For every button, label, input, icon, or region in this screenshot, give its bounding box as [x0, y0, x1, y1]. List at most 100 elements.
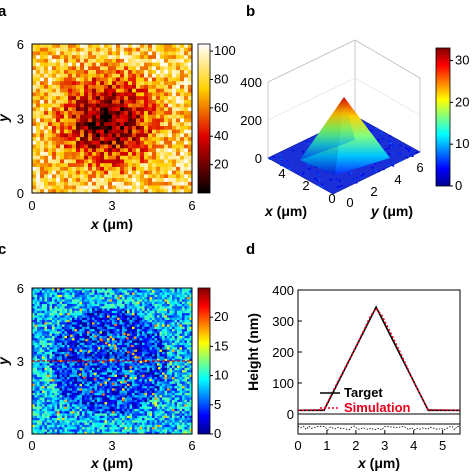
- heatmap-cell: [139, 349, 143, 353]
- heatmap-cell: [116, 152, 121, 157]
- colorbar-tick-label: 20: [214, 157, 228, 172]
- heatmap-cell: [72, 338, 75, 341]
- heatmap-cell: [42, 365, 45, 369]
- surface-noise: [385, 148, 388, 150]
- heatmap-cell: [59, 288, 63, 291]
- heatmap-cell: [164, 99, 169, 104]
- heatmap-cell: [60, 159, 65, 164]
- heatmap-cell: [56, 62, 61, 67]
- heatmap-cell: [132, 189, 137, 194]
- heatmap-cell: [32, 288, 35, 291]
- heatmap-cell: [59, 424, 63, 428]
- heatmap-cell: [84, 84, 89, 89]
- heatmap-cell: [114, 313, 118, 316]
- heatmap-cell: [94, 294, 98, 298]
- heatmap-cell: [32, 62, 37, 67]
- heatmap-cell: [112, 395, 115, 398]
- heatmap-cell: [40, 103, 45, 108]
- heatmap-cell: [142, 372, 145, 375]
- heatmap-cell: [64, 365, 68, 369]
- heatmap-cell: [89, 406, 93, 410]
- heatmap-cell: [144, 383, 148, 387]
- heatmap-cell: [39, 370, 43, 373]
- heatmap-cell: [124, 70, 129, 75]
- heatmap-cell: [67, 324, 70, 328]
- heatmap-cell: [52, 424, 55, 428]
- heatmap-cell: [149, 319, 153, 323]
- heatmap-cell: [127, 422, 130, 426]
- heatmap-cell: [148, 129, 153, 134]
- heatmap-cell: [84, 345, 88, 348]
- heatmap-cell: [102, 340, 105, 344]
- heatmap-cell: [102, 427, 105, 430]
- heatmap-cell: [132, 406, 135, 410]
- heatmap-cell: [152, 88, 157, 93]
- heatmap-cell: [164, 62, 169, 67]
- heatmap-cell: [94, 374, 98, 378]
- surface-noise: [316, 179, 319, 182]
- heatmap-cell: [114, 422, 118, 426]
- heatmap-cell: [108, 96, 113, 101]
- heatmap-cell: [69, 397, 73, 401]
- heatmap-cell: [128, 152, 133, 157]
- heatmap-cell: [142, 358, 145, 362]
- heatmap-cell: [144, 118, 149, 123]
- heatmap-cell: [67, 333, 70, 337]
- heatmap-cell: [176, 159, 181, 164]
- heatmap-cell: [52, 402, 55, 405]
- heatmap-cell: [72, 292, 75, 296]
- heatmap-cell: [34, 324, 38, 328]
- heatmap-cell: [144, 402, 148, 405]
- heatmap-cell: [139, 288, 143, 291]
- heatmap-cell: [48, 77, 53, 82]
- heatmap-cell: [77, 363, 80, 366]
- heatmap-cell: [180, 152, 185, 157]
- heatmap-cell: [57, 402, 60, 405]
- heatmap-cell: [76, 103, 81, 108]
- heatmap-cell: [117, 376, 120, 380]
- heatmap-cell: [94, 383, 98, 387]
- heatmap-cell: [64, 303, 68, 307]
- heatmap-cell: [120, 174, 125, 179]
- heatmap-cell: [72, 347, 75, 350]
- heatmap-cell: [114, 301, 118, 305]
- heatmap-cell: [88, 144, 93, 149]
- heatmap-cell: [92, 376, 95, 380]
- heatmap-cell: [92, 395, 95, 398]
- heatmap-cell: [36, 129, 41, 134]
- heatmap-cell: [89, 372, 93, 375]
- heatmap-cell: [180, 111, 185, 116]
- heatmap-cell: [72, 370, 75, 373]
- heatmap-cell: [127, 301, 130, 305]
- heatmap-cell: [92, 103, 97, 108]
- heatmap-cell: [172, 159, 177, 164]
- heatmap-cell: [76, 125, 81, 130]
- heatmap-cell: [147, 406, 150, 410]
- heatmap-cell: [82, 383, 85, 387]
- heatmap-cell: [149, 292, 153, 296]
- heatmap-cell: [59, 354, 63, 357]
- heatmap-cell: [114, 381, 118, 385]
- heatmap-cell: [124, 174, 129, 179]
- heatmap-cell: [156, 174, 161, 179]
- heatmap-cell: [77, 383, 80, 387]
- heatmap-cell: [112, 317, 115, 321]
- heatmap-cell: [62, 395, 65, 398]
- heatmap-cell: [77, 402, 80, 405]
- heatmap-cell: [144, 310, 148, 314]
- heatmap-cell: [60, 70, 65, 75]
- heatmap-cell: [69, 294, 73, 298]
- heatmap-cell: [84, 159, 89, 164]
- heatmap-cell: [77, 395, 80, 398]
- heatmap-cell: [144, 363, 148, 366]
- heatmap-cell: [119, 356, 123, 360]
- heatmap-cell: [84, 133, 89, 138]
- heatmap-cell: [74, 370, 78, 373]
- heatmap-cell: [112, 174, 117, 179]
- heatmap-cell: [134, 392, 138, 396]
- heatmap-cell: [87, 303, 90, 307]
- heatmap-cell: [84, 411, 88, 414]
- heatmap-cell: [94, 351, 98, 355]
- heatmap-cell: [107, 349, 110, 353]
- heatmap-cell: [84, 331, 88, 334]
